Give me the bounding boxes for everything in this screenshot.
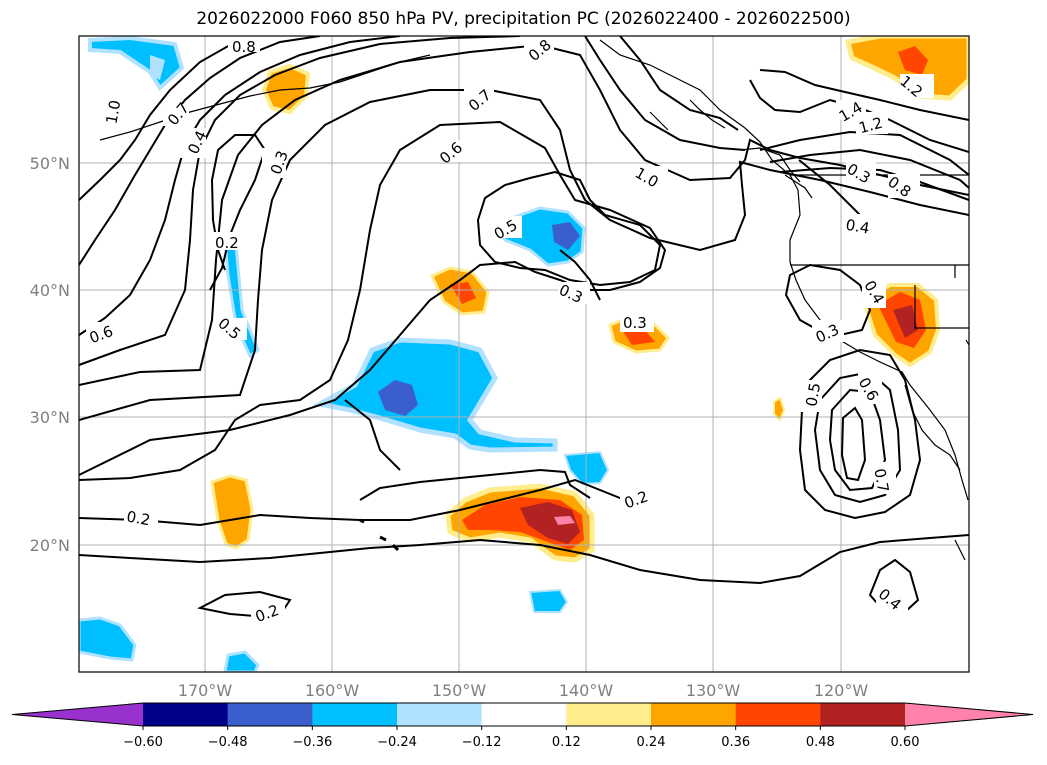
- colorbar-tick-label: −0.60: [123, 735, 163, 750]
- colorbar-tick-label: −0.12: [462, 735, 502, 750]
- colorbar-tick-label: 0.24: [637, 735, 666, 750]
- colorbar-segment: [651, 703, 737, 726]
- colorbar-segment: [735, 703, 821, 726]
- lat-label: 20°N: [30, 536, 70, 555]
- colorbar-tick-label: 0.48: [806, 735, 835, 750]
- colorbar-tick-label: −0.48: [208, 735, 248, 750]
- contour-label: 0.3: [623, 314, 647, 332]
- colorbar-tick-label: −0.24: [377, 735, 417, 750]
- latitude-labels: 50°N 40°N 30°N 20°N: [30, 154, 70, 555]
- map-layers: 0.8 1.0 0.7 0.4 0.3 0.2 0.5 0.6 0.8 0.7 …: [79, 36, 969, 672]
- contour-label: 0.2: [125, 507, 152, 529]
- colorbar-segment: [227, 703, 313, 726]
- colorbar-segment: [397, 703, 483, 726]
- colorbar-extend-max: [905, 703, 1033, 726]
- map-background: [79, 36, 969, 672]
- lat-label: 40°N: [30, 281, 70, 300]
- colorbar-tick-label: 0.36: [721, 735, 750, 750]
- map-frame: [78, 35, 970, 673]
- contour-label: 0.7: [870, 467, 892, 494]
- lon-label: 170°W: [178, 681, 233, 700]
- contour-label: 0.5: [802, 381, 824, 408]
- lon-label: 140°W: [559, 681, 614, 700]
- colorbar-tick-label: 0.12: [552, 735, 581, 750]
- lon-label: 150°W: [432, 681, 487, 700]
- lon-label: 160°W: [305, 681, 360, 700]
- contour-label: 0.2: [215, 234, 239, 252]
- map-title: 2026022000 F060 850 hPa PV, precipitatio…: [196, 9, 851, 29]
- colorbar-extend-min: [12, 703, 143, 726]
- lat-label: 50°N: [30, 154, 70, 173]
- contour-label: 0.8: [232, 38, 256, 56]
- colorbar-tick-label: 0.60: [891, 735, 920, 750]
- contour-label: 0.4: [844, 216, 871, 238]
- colorbar-segment: [481, 703, 567, 726]
- pv-contours: [79, 36, 969, 618]
- lat-label: 30°N: [30, 408, 70, 427]
- longitude-labels: 170°W 160°W 150°W 140°W 130°W 120°W: [178, 681, 869, 700]
- contour-label: 1.0: [102, 99, 124, 126]
- colorbar-segment: [143, 703, 229, 726]
- colorbar-segment: [566, 703, 652, 726]
- gridlines: [79, 36, 969, 672]
- colorbar-segment: [312, 703, 398, 726]
- lon-label: 120°W: [814, 681, 869, 700]
- colorbar-tick-label: −0.36: [292, 735, 332, 750]
- contour-labels: 0.8 1.0 0.7 0.4 0.3 0.2 0.5 0.6 0.8 0.7 …: [86, 36, 934, 626]
- colorbar-segment: [820, 703, 906, 726]
- colorbar: −0.60 −0.48 −0.36 −0.24 −0.12 0.12 0.24 0.36 0.4…: [11, 702, 1034, 750]
- lon-label: 130°W: [686, 681, 741, 700]
